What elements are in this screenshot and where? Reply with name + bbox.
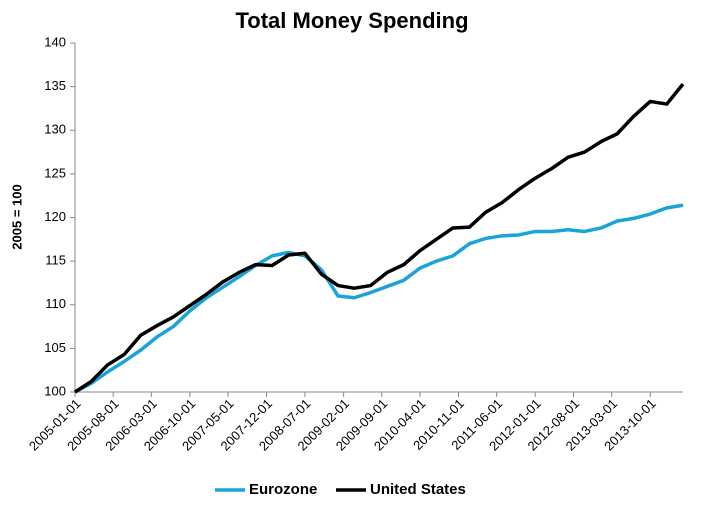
y-tick-label: 105	[44, 340, 66, 355]
y-tick-label: 110	[45, 296, 66, 311]
y-tick-label: 100	[44, 383, 66, 398]
line	[74, 82, 685, 394]
legend-label: United States	[370, 481, 466, 498]
y-tick-label: 120	[44, 209, 66, 224]
y-tick-label: 125	[44, 165, 66, 180]
chart-title: Total Money Spending	[235, 8, 468, 33]
y-axis-label: 2005 = 100	[9, 184, 24, 249]
y-tick-label: 130	[44, 122, 66, 137]
line	[74, 203, 684, 394]
legend-label: Eurozone	[249, 481, 317, 498]
y-tick-label: 135	[44, 78, 66, 93]
y-tick-label: 140	[44, 34, 66, 49]
y-tick-label: 115	[45, 253, 66, 268]
